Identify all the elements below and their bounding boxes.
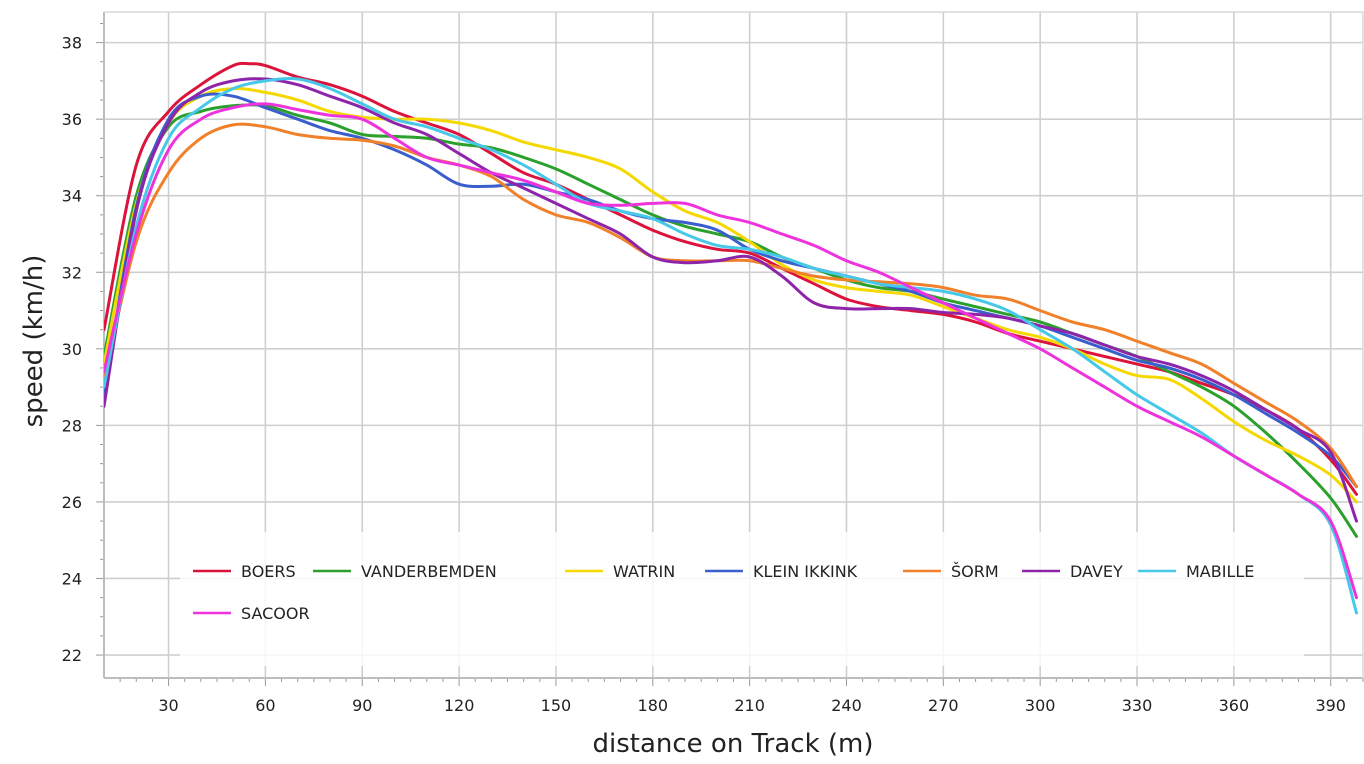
series-line-mabille: [104, 77, 1358, 615]
y-tick-label: 24: [62, 569, 82, 588]
legend-label: SACOOR: [241, 604, 310, 623]
legend-label: WATRIN: [613, 562, 675, 581]
series-line--orm: [104, 122, 1358, 489]
x-tick-label: 210: [734, 696, 765, 715]
series-line-sacoor: [104, 102, 1358, 600]
x-tick-label: 120: [444, 696, 475, 715]
series-line-watrin: [104, 86, 1358, 504]
legend-background: [180, 532, 1304, 666]
y-tick-label: 22: [62, 646, 82, 665]
legend-label: KLEIN IKKINK: [753, 562, 858, 581]
series-line-boers: [104, 61, 1358, 496]
series-lines: [104, 61, 1358, 615]
y-axis-title: speed (km/h): [19, 255, 49, 428]
axes: 30 60 90 120 150 180 210 240 270 300 330 360 390 22 24…: [62, 11, 1364, 715]
legend-label: BOERS: [241, 562, 296, 581]
y-tick-label: 36: [62, 110, 82, 129]
legend: BOERS VANDERBEMDEN WATRIN KLEIN IKKINK ŠORM D…: [180, 532, 1304, 666]
y-tick-label: 26: [62, 493, 82, 512]
x-tick-label: 390: [1315, 696, 1346, 715]
legend-label: ŠORM: [951, 562, 999, 581]
y-tick-label: 28: [62, 416, 82, 435]
y-tick-label: 34: [62, 187, 82, 206]
x-tick-label: 240: [831, 696, 862, 715]
x-tick-label: 60: [255, 696, 275, 715]
x-tick-label: 180: [638, 696, 669, 715]
series-line-klein-ikkink: [104, 92, 1358, 489]
x-tick-label: 360: [1219, 696, 1250, 715]
legend-label: DAVEY: [1070, 562, 1123, 581]
x-tick-label: 330: [1122, 696, 1153, 715]
x-tick-label: 300: [1025, 696, 1056, 715]
x-tick-label: 150: [541, 696, 572, 715]
legend-label: VANDERBEMDEN: [361, 562, 497, 581]
y-tick-label: 30: [62, 340, 82, 359]
y-tick-label: 38: [62, 34, 82, 53]
x-axis-title: distance on Track (m): [593, 729, 874, 759]
x-tick-label: 90: [352, 696, 372, 715]
x-tick-label: 270: [928, 696, 959, 715]
legend-label: MABILLE: [1186, 562, 1254, 581]
series-line-davey: [104, 77, 1358, 523]
y-tick-label: 32: [62, 263, 82, 282]
x-tick-label: 30: [158, 696, 178, 715]
series-line-vanderbemden: [104, 103, 1358, 538]
